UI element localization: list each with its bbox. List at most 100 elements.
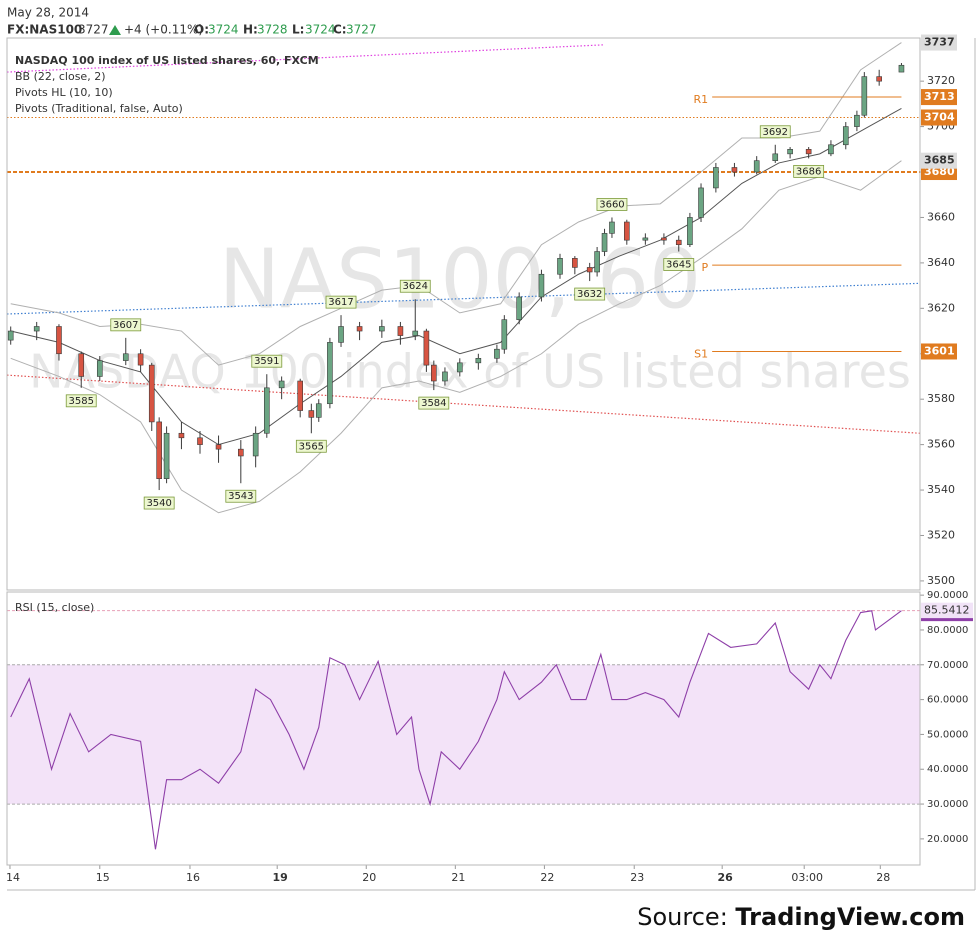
pivot-hl-box — [574, 287, 606, 301]
x-tick-label: 19 — [273, 871, 288, 884]
rsi-band — [7, 664, 920, 805]
pivot-label: R1 — [694, 93, 709, 106]
pivot-hl-label: 3617 — [328, 297, 353, 308]
candle-body — [315, 403, 322, 418]
candle-body — [148, 364, 155, 423]
pivot-hl-label: 3645 — [666, 260, 691, 271]
candle-body — [609, 221, 615, 234]
x-tick-label: 26 — [718, 871, 734, 884]
candle-body — [379, 326, 385, 332]
candle-body — [33, 326, 40, 332]
source-prefix: Source: — [637, 903, 728, 931]
candle-body — [594, 251, 600, 273]
candle-body — [156, 421, 162, 479]
pivot-hl-label: 3607 — [113, 320, 138, 331]
watermark: NAS100, 60 — [219, 232, 701, 327]
candle-body — [78, 353, 85, 377]
pivot-hl-box — [793, 164, 825, 178]
candle-body — [137, 353, 144, 366]
candle-body — [431, 364, 437, 382]
candle-body — [787, 149, 793, 155]
price-badge-label: 3601 — [924, 344, 955, 357]
pivot-hl-label: 3660 — [599, 199, 624, 210]
price-badge-label: 3704 — [924, 111, 955, 124]
x-tick-label: 21 — [451, 871, 465, 884]
pivot-label: S1 — [694, 347, 708, 360]
rsi-line — [10, 610, 902, 850]
candle-body — [842, 126, 849, 146]
x-tick-label: 28 — [876, 871, 890, 884]
pivot-hl-box — [295, 439, 327, 453]
low-label: L: — [292, 23, 304, 37]
pivot-hl-box — [251, 354, 283, 368]
candle-body — [423, 330, 430, 366]
pivot-hl-box — [596, 198, 628, 211]
pivot-hl-label: 3591 — [254, 356, 279, 367]
y-tick-label: 90.0000 — [927, 590, 968, 601]
y-tick-label: 3620 — [927, 301, 955, 314]
y-tick-label: 20.0000 — [927, 834, 968, 845]
candle-body — [297, 380, 303, 411]
symbol: FX:NAS100 — [7, 23, 82, 37]
candle-body — [898, 64, 905, 73]
candle-body — [475, 357, 482, 364]
pivot-hl-box — [325, 295, 357, 309]
y-tick-label: 70.0000 — [927, 660, 968, 671]
candle-body — [96, 360, 103, 377]
x-tick-label: 23 — [630, 871, 644, 884]
pivot-hl-label: 3692 — [763, 127, 788, 138]
candle-body — [494, 348, 500, 359]
rsi-title: RSI (15, close) — [15, 601, 94, 614]
candle-body — [278, 380, 285, 389]
pivot-hl-label: 3584 — [421, 398, 446, 409]
y-tick-label: 3720 — [927, 74, 955, 87]
y-tick-label: 40.0000 — [927, 764, 968, 775]
pivot-hl-label: 3540 — [146, 498, 171, 509]
close-label: C: — [333, 23, 347, 37]
low: 3724 — [305, 23, 336, 37]
bollinger-line — [10, 107, 902, 446]
candle-body — [252, 432, 259, 457]
candle-body — [661, 237, 667, 241]
y-tick-label: 3540 — [927, 483, 955, 496]
candle-body — [876, 76, 882, 82]
candle-body — [601, 233, 608, 252]
candle-body — [828, 144, 834, 155]
pivot-hl-box — [418, 396, 450, 410]
plot-layers: NAS100, 60 NASDAQ 100 index of US listed … — [6, 34, 976, 891]
watermark: NASDAQ 100 index of US listed shares — [29, 345, 911, 399]
candle-body — [624, 221, 630, 241]
candle-body — [854, 114, 860, 127]
high-label: H: — [243, 23, 258, 37]
candle-body — [557, 258, 563, 275]
candle-body — [397, 326, 404, 336]
y-tick-label: 50.0000 — [927, 729, 968, 740]
y-tick-label: 80.0000 — [927, 625, 968, 636]
candle-body — [501, 319, 508, 350]
candle-body — [713, 167, 719, 189]
candle-body — [56, 326, 62, 355]
y-tick-label: 30.0000 — [927, 799, 968, 810]
pivot-hl-label: 3686 — [796, 166, 821, 177]
bollinger-line — [10, 42, 902, 366]
price-badge-label: 85.5412 — [924, 604, 970, 617]
x-tick-label: 03:00 — [791, 871, 823, 884]
pivot-hl-box — [663, 258, 695, 271]
price-badge — [921, 602, 973, 619]
candle-body — [338, 326, 344, 343]
candle-body — [538, 273, 545, 298]
pivot-hl-box — [65, 394, 97, 408]
last-price: 3727 — [78, 23, 109, 37]
candle-body — [356, 326, 363, 332]
candle-body — [642, 237, 649, 241]
price-badge — [921, 34, 957, 51]
pivot-hl-label: 3624 — [403, 281, 428, 292]
trend-line — [7, 44, 605, 73]
x-tick-label: 20 — [362, 871, 376, 884]
y-tick-label: 3500 — [927, 574, 955, 587]
open-label: O: — [194, 23, 209, 37]
candle-body — [586, 267, 593, 273]
candle-body — [122, 353, 129, 361]
x-tick-label: 16 — [186, 871, 200, 884]
